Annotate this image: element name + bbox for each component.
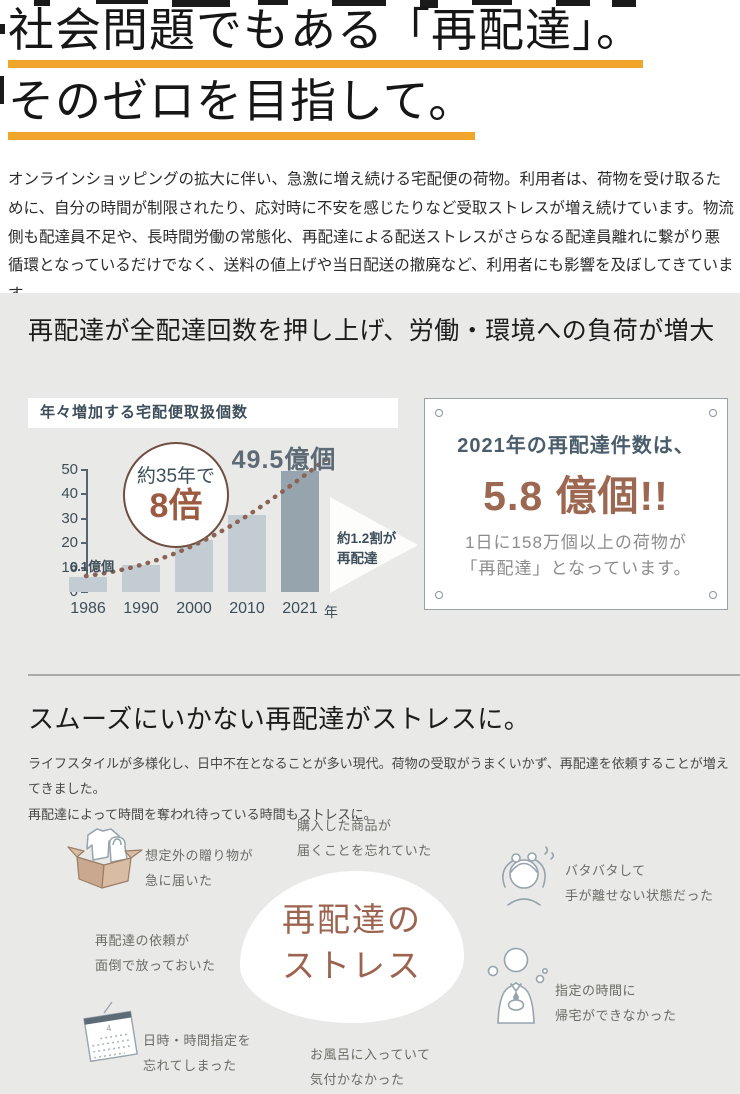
redelivery-share-line2: 再配達 bbox=[337, 551, 378, 567]
trend-dotted-line bbox=[83, 452, 335, 579]
stress-item-bath: お風呂に入っていて 気付かなかった bbox=[310, 1047, 431, 1087]
stress-center-line1: 再配達の bbox=[282, 901, 422, 938]
stress-item-gift: 想定外の贈り物が 急に届いた bbox=[145, 848, 254, 888]
gift-box-illustration bbox=[67, 828, 143, 889]
y-tick-mark bbox=[81, 591, 86, 593]
stress-item-postponed: 再配達の依頼が 面倒で放っておいた bbox=[95, 933, 216, 973]
bar-1986 bbox=[69, 577, 107, 592]
intro-paragraph: オンラインショッピングの拡大に伴い、急激に増え続ける宅配便の荷物。利用者は、荷物… bbox=[8, 171, 734, 303]
growth-badge-line2: 8倍 bbox=[149, 487, 203, 525]
arrow-right-icon bbox=[330, 497, 418, 593]
card-body-line2: 「再配達」となっています。 bbox=[460, 559, 692, 579]
stress-center-label: 再配達の ストレス bbox=[240, 871, 464, 989]
redelivery-count-card: 2021年の再配達件数は、 5.8 億個!! 1日に158万個以上の荷物が 「再… bbox=[424, 398, 728, 610]
x-tick-label: 2021 bbox=[282, 600, 318, 617]
y-tick-mark bbox=[81, 542, 86, 545]
x-tick-label: 2000 bbox=[176, 600, 212, 617]
pin-icon bbox=[435, 409, 443, 417]
card-title: 2021年の再配達件数は、 bbox=[457, 435, 695, 457]
first-bar-value-label: 6.1億個 bbox=[70, 559, 115, 574]
calendar-illustration: 4 bbox=[83, 1001, 138, 1062]
svg-text:4: 4 bbox=[105, 1023, 112, 1034]
bar-1990 bbox=[122, 565, 160, 592]
y-tick-mark bbox=[81, 566, 86, 569]
growth-badge-line1: 約35年で bbox=[136, 466, 216, 487]
pin-icon bbox=[709, 591, 717, 599]
section-divider bbox=[28, 674, 740, 676]
x-tick-label: 1990 bbox=[123, 600, 159, 617]
hero-title-line2: そのゼロを目指して。 bbox=[8, 75, 476, 140]
pin-icon bbox=[435, 591, 443, 599]
stress-section-paragraph: ライフスタイルが多様化し、日中不在となることが多い現代。荷物の受取がうまくいかず… bbox=[28, 751, 734, 827]
stress-item-forgot-schedule: 日時・時間指定を 忘れてしまった bbox=[143, 1033, 252, 1073]
y-tick-mark bbox=[81, 517, 86, 520]
tired-person-illustration bbox=[487, 947, 548, 1024]
last-bar-value-label: 49.5億個 bbox=[231, 446, 337, 474]
bar-2021 bbox=[281, 471, 319, 592]
chart-title: 年々増加する宅配便取扱個数 bbox=[28, 398, 398, 428]
stress-section-heading: スムーズにいかない再配達がストレスに。 bbox=[28, 704, 531, 734]
card-body-line1: 1日に158万個以上の荷物が bbox=[465, 533, 687, 552]
load-section-heading: 再配達が全配達回数を押し上げ、労働・環境への負荷が増大 bbox=[28, 317, 715, 345]
y-tick-label: 20 bbox=[61, 534, 78, 552]
card-big-number: 5.8 億個!! bbox=[483, 473, 669, 519]
y-tick-mark bbox=[81, 493, 86, 496]
parcel-volume-chart: 年々増加する宅配便取扱個数 約35年で 8倍 6.1億個 49.5億個 0102… bbox=[28, 398, 400, 633]
y-tick-label: 40 bbox=[61, 485, 78, 503]
stress-paragraph-line1: ライフスタイルが多様化し、日中不在となることが多い現代。荷物の受取がうまくいかず… bbox=[28, 756, 729, 797]
panicked-person-illustration bbox=[502, 846, 555, 906]
y-tick-label: 10 bbox=[61, 558, 78, 576]
x-axis-unit-label: 年 bbox=[324, 604, 338, 620]
x-tick-label: 1986 bbox=[70, 600, 106, 617]
y-tick-label: 30 bbox=[61, 509, 78, 527]
hero-title: 社会問題でもある「再配達」。 そのゼロを目指して。 bbox=[8, 4, 643, 140]
growth-badge: 約35年で 8倍 bbox=[123, 442, 229, 548]
bar-2010 bbox=[228, 515, 266, 592]
redelivery-share-line1: 約1.2割が bbox=[337, 531, 397, 546]
y-axis-line bbox=[86, 469, 88, 593]
statistics-section: 再配達が全配達回数を押し上げ、労働・環境への負荷が増大 年々増加する宅配便取扱個… bbox=[0, 293, 740, 1094]
stress-item-late-home: 指定の時間に 帰宅ができなかった bbox=[555, 983, 677, 1023]
y-tick-label: 50 bbox=[61, 461, 78, 478]
stress-item-forgot-order: 購入した商品が 届くことを忘れていた bbox=[297, 818, 432, 858]
y-tick-mark bbox=[81, 469, 86, 471]
stress-center-line2: ストレス bbox=[282, 947, 422, 985]
card-body: 1日に158万個以上の荷物が 「再配達」となっています。 bbox=[425, 530, 727, 583]
pin-icon bbox=[709, 409, 717, 417]
x-tick-label: 2010 bbox=[229, 600, 265, 617]
redelivery-share-label: 約1.2割が 再配達 bbox=[337, 529, 396, 570]
hero-title-line1: 社会問題でもある「再配達」。 bbox=[8, 4, 643, 69]
stress-item-busy: バタバタして 手が離せない状態だった bbox=[565, 863, 714, 903]
stress-paragraph-line2: 再配達によって時間を奪われ待っている時間もストレスに。 bbox=[28, 806, 377, 822]
stress-center-bubble: 再配達の ストレス bbox=[240, 871, 464, 1023]
